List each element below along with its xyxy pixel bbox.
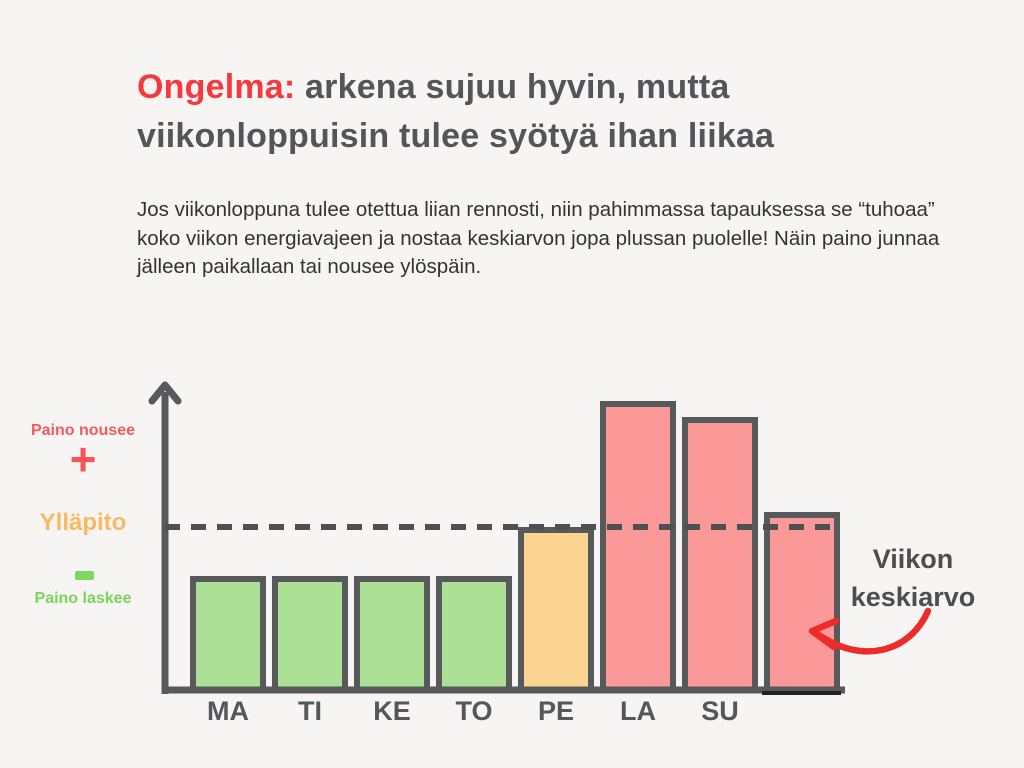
weight-up-label: Paino nousee [30,422,136,439]
weekly-average-annotation: Viikon keskiarvo [838,540,988,616]
y-axis-arrowhead-icon [148,381,182,405]
weekly-average-line2: keskiarvo [850,582,976,612]
day-label-ma: MA [207,696,249,726]
bar-su [682,417,758,691]
page-title: Ongelma: arkena sujuu hyvin, mutta viiko… [137,63,837,161]
day-label-to: TO [455,696,493,726]
weekly-average-line1: Viikon [872,544,954,574]
bar-viikon-keskiarvo [764,512,840,691]
bar-ma [190,576,266,691]
day-label-su: SU [701,696,739,726]
average-bar-base-line [762,691,841,695]
bar-pe [518,527,594,691]
day-label-la: LA [620,696,656,726]
day-label-ke: KE [373,696,411,726]
title-rest: arkena sujuu hyvin, mutta viikonloppuisi… [137,68,775,155]
minus-symbol [75,571,94,580]
day-label-pe: PE [537,696,575,726]
bar-ti [272,576,348,691]
plus-symbol: + [69,433,97,485]
maintenance-label: Ylläpito [39,509,127,536]
intro-paragraph: Jos viikonloppuna tulee otettua liian re… [137,198,940,278]
day-label-ti: TI [298,696,322,726]
bar-la [600,401,676,691]
bar-ke [354,576,430,691]
weight-down-label: Paino laskee [34,590,132,607]
title-highlight: Ongelma: [137,68,296,106]
bar-to [436,576,512,691]
